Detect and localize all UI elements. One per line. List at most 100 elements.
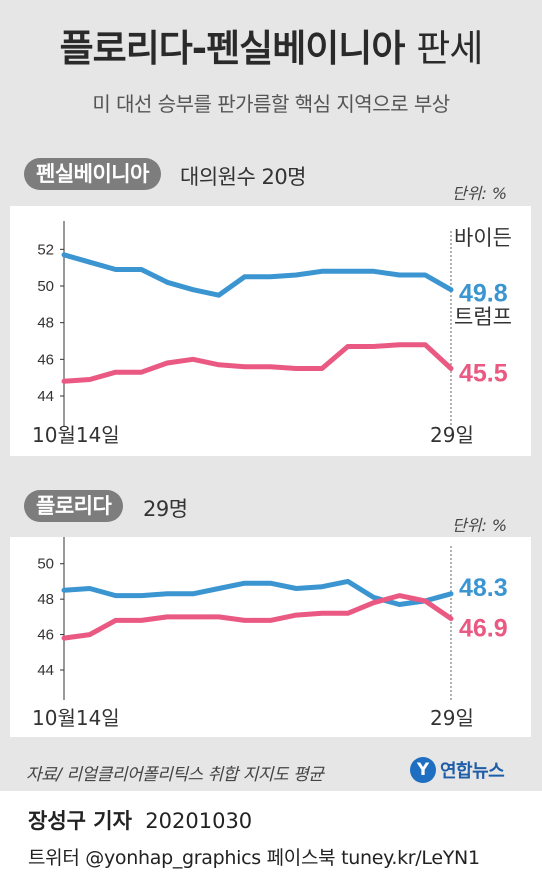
unit-label-pennsylvania: 단위: % bbox=[452, 184, 508, 203]
source-note: 자료/ 리얼클리어폴리틱스 취합 지지도 평균 bbox=[26, 765, 324, 785]
final-value-label-biden: 48.3 bbox=[459, 574, 508, 602]
series-line-trump bbox=[61, 593, 454, 641]
data-point-trump bbox=[243, 365, 247, 369]
data-point-trump bbox=[372, 601, 376, 605]
x-end-label: 29일 bbox=[430, 706, 474, 730]
data-point-biden bbox=[165, 592, 169, 596]
data-point-trump bbox=[88, 378, 92, 381]
data-point-biden bbox=[217, 293, 221, 297]
data-point-biden bbox=[372, 595, 376, 599]
chart-florida-svg: 50 48 46 44 48.3 46.9 10월14일 29일 bbox=[32, 537, 508, 730]
data-point-biden bbox=[397, 273, 401, 277]
data-point-trump bbox=[346, 345, 350, 348]
data-point-biden bbox=[372, 269, 376, 273]
data-point-trump bbox=[88, 633, 92, 637]
reporter-name: 장성구 기자 bbox=[28, 809, 132, 833]
social-links: 트위터 @yonhap_graphics 페이스북 tuney.kr/LeYN1 bbox=[28, 847, 480, 869]
y-tick-label: 48 bbox=[37, 315, 54, 332]
final-value-label-trump: 46.9 bbox=[459, 615, 508, 643]
y-tick-label: 46 bbox=[37, 627, 54, 644]
y-tick-label: 44 bbox=[37, 662, 54, 679]
data-point-biden bbox=[139, 268, 143, 271]
data-point-biden bbox=[268, 581, 272, 585]
data-point-biden bbox=[320, 585, 324, 589]
data-point-trump bbox=[268, 618, 272, 622]
data-point-trump bbox=[449, 367, 453, 370]
title-main: 플로리다-펜실베이니아 bbox=[59, 27, 406, 70]
data-point-biden bbox=[294, 587, 298, 591]
data-point-trump bbox=[165, 615, 169, 619]
data-point-trump bbox=[397, 594, 401, 598]
chart-florida: 50 48 46 44 48.3 46.9 10월14일 29일 bbox=[10, 537, 531, 737]
chart-pennsylvania: 52 50 48 46 44 49.8 바이든 45.5 트럼프 10월14일 29일 bbox=[10, 206, 531, 456]
data-point-biden bbox=[114, 594, 118, 598]
agency-logo: Y 연합뉴스 bbox=[410, 757, 505, 783]
data-point-trump bbox=[449, 617, 453, 621]
data-point-trump bbox=[114, 618, 118, 622]
data-point-trump bbox=[191, 357, 195, 361]
data-point-trump bbox=[165, 361, 169, 365]
series-name-trump: 트럼프 bbox=[454, 305, 512, 329]
final-value-label-biden: 49.8 bbox=[459, 280, 508, 308]
series-line-biden bbox=[61, 578, 454, 607]
y-tick-label: 48 bbox=[37, 591, 54, 608]
data-point-trump bbox=[423, 343, 427, 347]
y-tick-label: 44 bbox=[37, 388, 54, 405]
data-point-trump bbox=[139, 370, 143, 374]
data-point-biden bbox=[423, 273, 427, 277]
data-point-biden bbox=[217, 587, 221, 591]
data-point-biden bbox=[139, 594, 143, 598]
x-start-label: 10월14일 bbox=[32, 706, 120, 730]
data-point-biden bbox=[320, 269, 324, 273]
unit-label-florida: 단위: % bbox=[452, 516, 508, 535]
delegate-count-pennsylvania: 대의원수 20명 bbox=[180, 165, 307, 189]
y-tick-label: 50 bbox=[37, 278, 54, 295]
data-point-biden bbox=[114, 268, 118, 271]
data-point-trump bbox=[62, 636, 66, 640]
page-subtitle: 미 대선 승부를 판가름할 핵심 지역으로 부상 bbox=[92, 92, 450, 116]
series-line-trump bbox=[61, 342, 454, 384]
y-tick-label: 52 bbox=[37, 241, 54, 258]
data-point-biden bbox=[88, 260, 92, 264]
data-point-trump bbox=[217, 363, 221, 367]
state-label-florida: 플로리다 bbox=[24, 490, 124, 522]
data-point-trump bbox=[372, 345, 376, 348]
data-point-biden bbox=[191, 592, 195, 596]
data-point-trump bbox=[346, 611, 350, 615]
data-point-biden bbox=[294, 273, 298, 277]
credit-line: 장성구 기자 20201030 bbox=[28, 805, 252, 835]
data-point-biden bbox=[268, 275, 272, 279]
data-point-trump bbox=[294, 367, 298, 370]
page-title: 플로리다-펜실베이니아 판세 bbox=[0, 18, 542, 72]
credit-date: 20201030 bbox=[145, 809, 253, 833]
data-point-trump bbox=[217, 615, 221, 619]
chart-pennsylvania-svg: 52 50 48 46 44 49.8 바이든 45.5 트럼프 10월14일 29일 bbox=[32, 221, 512, 447]
y-tick-label: 46 bbox=[37, 351, 54, 368]
data-point-trump bbox=[62, 379, 66, 383]
state-label-pennsylvania: 펜실베이니아 bbox=[24, 158, 161, 190]
data-point-biden bbox=[191, 288, 195, 292]
data-point-biden bbox=[88, 587, 92, 591]
data-point-biden bbox=[243, 581, 247, 585]
delegate-count-florida: 29명 bbox=[143, 497, 188, 521]
data-point-biden bbox=[346, 269, 350, 273]
series-line-biden bbox=[61, 252, 454, 298]
data-point-trump bbox=[114, 370, 118, 374]
yonhap-logo-icon: Y bbox=[410, 757, 436, 783]
data-point-biden bbox=[62, 588, 66, 592]
data-point-trump bbox=[243, 618, 247, 622]
data-point-trump bbox=[397, 343, 401, 347]
data-point-biden bbox=[449, 288, 453, 292]
data-point-biden bbox=[397, 602, 401, 606]
agency-name: 연합뉴스 bbox=[440, 761, 505, 782]
series-name-biden: 바이든 bbox=[454, 226, 512, 250]
y-tick-label: 50 bbox=[37, 556, 54, 573]
data-point-trump bbox=[320, 367, 324, 370]
data-point-trump bbox=[294, 613, 298, 617]
data-point-trump bbox=[139, 618, 143, 622]
data-point-trump bbox=[423, 599, 427, 603]
final-value-label-trump: 45.5 bbox=[459, 360, 508, 388]
data-point-biden bbox=[346, 579, 350, 583]
data-point-biden bbox=[449, 592, 453, 596]
data-point-trump bbox=[268, 365, 272, 369]
